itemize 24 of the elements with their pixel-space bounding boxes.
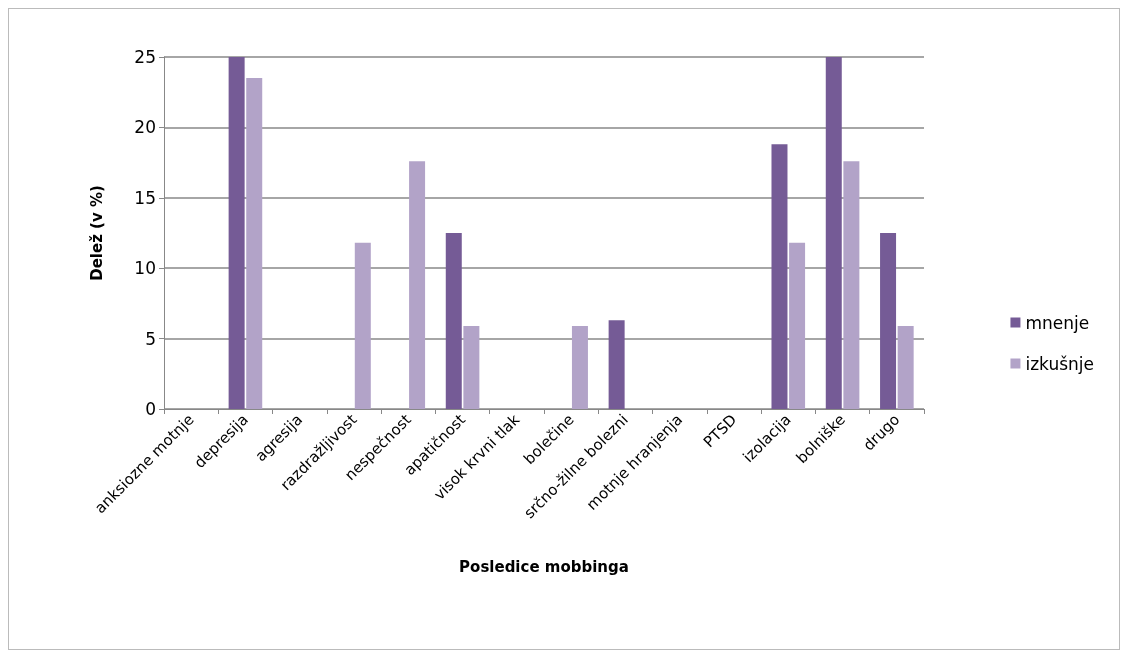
legend-label: mnenje [1025, 312, 1090, 333]
y-tick-label: 5 [145, 328, 156, 349]
bar [571, 325, 588, 409]
bar [246, 78, 263, 409]
y-tick-label: 20 [134, 117, 156, 138]
bar [228, 57, 245, 409]
bar [354, 242, 371, 409]
bar [463, 325, 480, 409]
bar [897, 325, 914, 409]
y-tick-label: 15 [134, 187, 156, 208]
x-axis-title: Posledice mobbinga [459, 557, 629, 576]
legend-label: izkušnje [1025, 353, 1095, 374]
bar [445, 233, 462, 409]
y-tick-label: 25 [134, 47, 156, 67]
bar [409, 161, 426, 409]
bar [825, 57, 842, 409]
y-tick-label: 10 [134, 258, 156, 279]
bar [608, 320, 625, 409]
y-tick-label: 0 [145, 399, 156, 419]
bar [789, 242, 806, 409]
bar [771, 144, 788, 409]
bar [843, 161, 860, 409]
bar [880, 233, 897, 409]
y-axis-title: Delež (v %) [87, 185, 106, 281]
